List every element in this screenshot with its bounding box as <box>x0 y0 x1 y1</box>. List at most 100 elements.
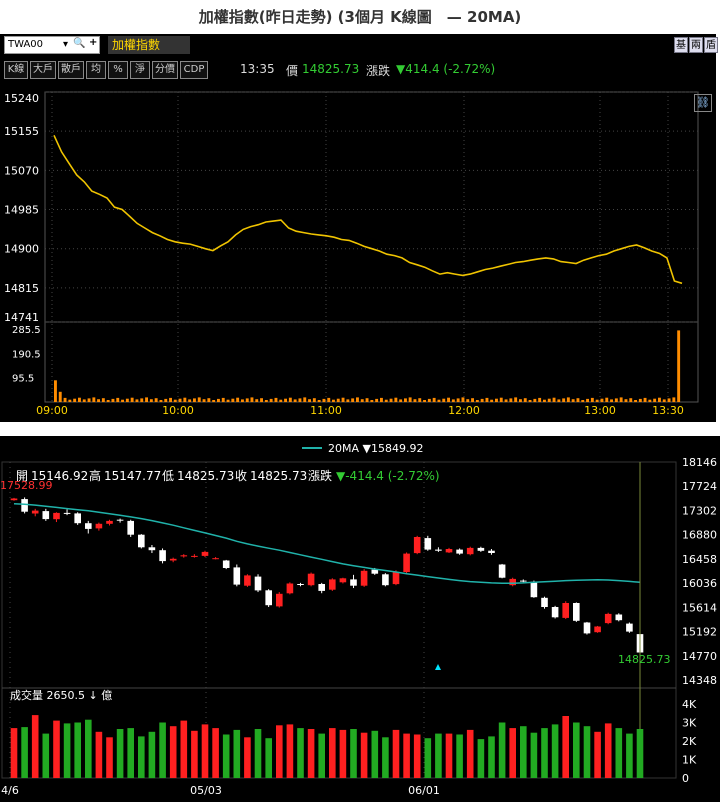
candle-body <box>604 613 612 624</box>
candle-body <box>583 622 591 634</box>
volume-bar <box>31 715 39 778</box>
y-tick-label: 18146 <box>682 456 717 469</box>
volume-bar <box>201 724 209 778</box>
two-button[interactable]: 兩 <box>689 37 703 53</box>
y-tick-label: 15155 <box>4 125 39 138</box>
candle-body <box>626 623 633 632</box>
mode-kline-button[interactable]: K線 <box>4 61 28 79</box>
volume-bar <box>360 732 368 778</box>
dropdown-icon[interactable]: ▾ <box>63 39 69 50</box>
volume-bar <box>197 397 201 402</box>
symbol-input[interactable]: TWA00 ▾ 🔍 + <box>4 36 100 54</box>
volume-bar <box>629 398 633 402</box>
candle-body <box>169 558 177 561</box>
volume-bar <box>233 729 241 778</box>
mode-retail-button[interactable]: 散戶 <box>58 61 84 79</box>
volume-bar <box>394 397 398 402</box>
mode-price-dist-button[interactable]: 分價 <box>152 61 178 79</box>
x-tick-label: 12:00 <box>448 404 480 417</box>
ma20-line <box>13 502 641 584</box>
volume-bar <box>384 399 388 402</box>
volume-bar <box>360 399 364 402</box>
x-tick-label: 13:30 <box>652 404 684 417</box>
volume-tick-label: 190.5 <box>12 349 41 360</box>
candle-body <box>350 579 357 586</box>
volume-bar <box>74 722 81 778</box>
volume-tick-label: 285.5 <box>12 325 41 336</box>
candle-body <box>148 547 156 551</box>
volume-bar <box>424 738 432 778</box>
y-tick-label: 14985 <box>4 204 39 217</box>
volume-label: 成交量 2650.5 ↓ 億 <box>10 688 112 702</box>
link-icon[interactable]: ⛓ <box>694 94 712 112</box>
candle-body <box>180 555 188 557</box>
price-label: 價 <box>286 64 299 78</box>
volume-bar <box>226 399 230 402</box>
add-icon[interactable]: + <box>89 37 98 48</box>
candle-body <box>371 569 379 574</box>
volume-bar <box>562 716 569 778</box>
search-icon[interactable]: 🔍 <box>73 38 86 49</box>
mode-major-button[interactable]: 大戶 <box>30 61 56 79</box>
candle-body <box>466 547 474 555</box>
x-tick-label: 09:00 <box>36 404 68 417</box>
candle-body <box>244 575 251 586</box>
candle-body <box>382 574 389 586</box>
volume-tick-label: 1K <box>682 754 697 767</box>
y-tick-label: 14741 <box>4 311 39 324</box>
candle-body <box>562 603 569 618</box>
volume-bar <box>392 729 400 778</box>
volume-bar <box>92 397 96 402</box>
volume-bar <box>173 399 177 402</box>
mode-cdp-button[interactable]: CDP <box>180 61 208 79</box>
volume-bar <box>125 398 129 402</box>
candle-body <box>63 512 71 514</box>
candle-body <box>520 580 527 582</box>
info-change-label: 漲跌 <box>308 468 332 483</box>
y-tick-label: 17724 <box>682 480 717 493</box>
volume-bar <box>456 734 463 778</box>
volume-bar <box>634 400 637 402</box>
volume-bar <box>604 723 612 778</box>
volume-bar <box>265 738 272 778</box>
shield-button[interactable]: 盾 <box>704 37 718 53</box>
candle-body <box>31 510 39 514</box>
volume-bar <box>53 720 60 778</box>
volume-bar <box>250 397 254 402</box>
volume-bar <box>255 399 259 402</box>
volume-bar <box>284 398 287 402</box>
volume-bar <box>121 399 124 402</box>
change-label: 漲跌 <box>366 64 391 78</box>
info-close-value: 14825.73 <box>250 469 307 483</box>
mode-percent-button[interactable]: % <box>108 61 128 79</box>
mode-avg-button[interactable]: 均 <box>86 61 106 79</box>
mode-net-button[interactable]: 淨 <box>130 61 150 79</box>
volume-bar <box>101 398 105 402</box>
volume-bar <box>551 724 559 778</box>
volume-bar <box>380 397 383 402</box>
y-tick-label: 17302 <box>682 504 717 517</box>
candle-body <box>594 626 601 633</box>
basic-button[interactable]: 基 <box>674 37 688 53</box>
y-tick-label: 16880 <box>682 529 717 542</box>
y-tick-label: 15192 <box>682 626 717 639</box>
volume-bar <box>677 330 681 402</box>
volume-bar <box>236 397 240 402</box>
x-tick-label: 06/01 <box>408 784 440 797</box>
candle-body <box>329 579 336 590</box>
page-title: 加權指數(昨日走勢) (3個月 K線圖 — 20MA) <box>198 8 522 26</box>
candle-body <box>456 549 463 554</box>
volume-bar <box>552 397 556 402</box>
volume-bar <box>58 391 62 402</box>
x-tick-label: 4/6 <box>1 784 19 797</box>
volume-bar <box>445 733 453 778</box>
volume-bar <box>222 734 230 778</box>
candle-body <box>212 558 219 560</box>
ma-legend-label: 20MA ▼15849.92 <box>328 442 423 455</box>
volume-bar <box>207 398 211 402</box>
volume-bar <box>356 397 359 402</box>
volume-bar <box>245 398 249 402</box>
volume-bar <box>73 398 77 402</box>
info-high-value: 15147.77 <box>104 469 161 483</box>
volume-bar <box>54 380 57 402</box>
